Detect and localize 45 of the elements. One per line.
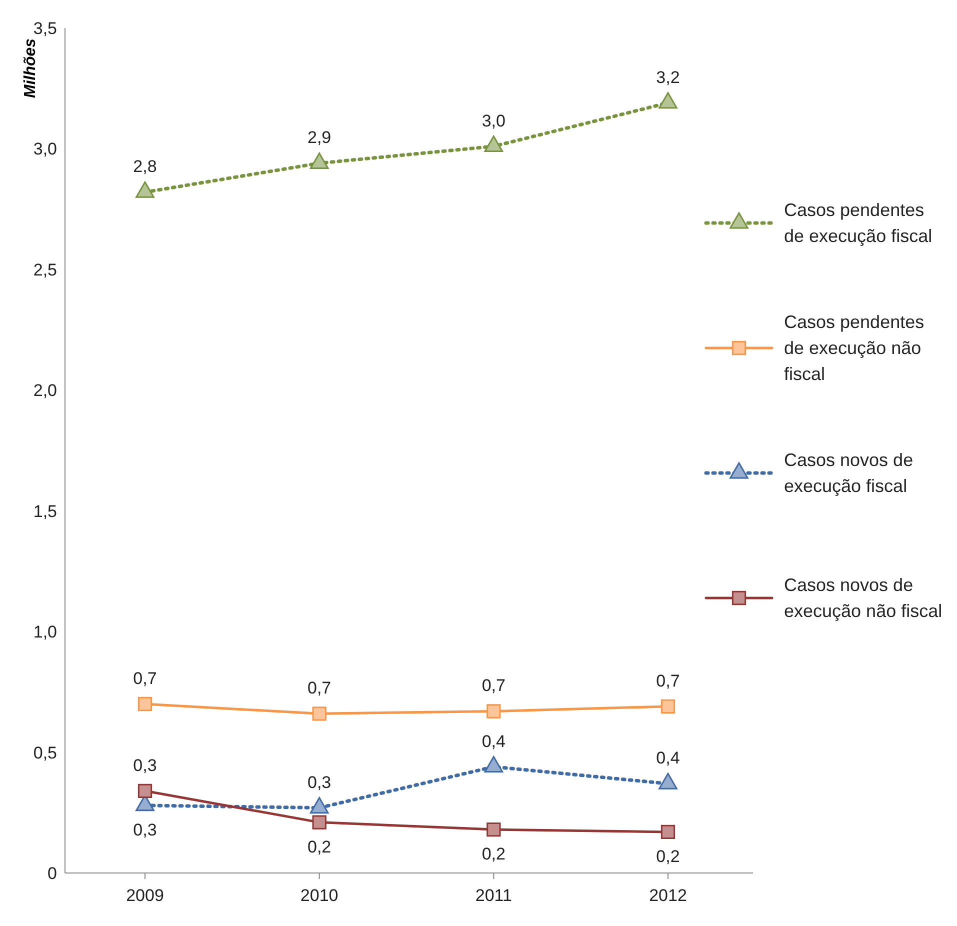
data-label: 3,0	[482, 111, 506, 130]
point	[486, 822, 501, 837]
point	[312, 706, 326, 721]
data-label: 2,9	[308, 128, 332, 148]
data-label: 0,2	[656, 846, 680, 866]
data-label: 0,7	[133, 669, 157, 688]
point	[484, 136, 504, 152]
data-label: 0,3	[133, 820, 157, 840]
data-label: 0,2	[308, 837, 332, 856]
point	[138, 696, 152, 712]
point	[486, 704, 501, 718]
y-tick-label: 1,0	[33, 622, 57, 642]
y-tick-label: 3,5	[33, 19, 57, 38]
y-tick-label: 0,5	[33, 743, 57, 762]
data-label: 0,3	[133, 756, 157, 775]
y-axis-title: Milhões	[22, 38, 40, 98]
y-tick-label: 3,0	[33, 140, 57, 159]
point	[136, 181, 154, 198]
x-tick-label: 2010	[300, 886, 338, 906]
data-label: 0,7	[656, 671, 680, 690]
legend-label: Casos pendentes de execução fiscal	[784, 198, 934, 248]
point	[138, 784, 152, 798]
data-label: 0,7	[482, 676, 506, 696]
data-label: 0,3	[308, 772, 332, 792]
data-label: 0,7	[308, 678, 332, 698]
y-tick-label: 2,0	[33, 381, 57, 400]
data-label: 2,8	[133, 157, 157, 176]
legend-label: Casos novos de execução não fiscal	[784, 574, 944, 623]
x-tick-label: 2011	[475, 886, 512, 906]
data-label: 3,2	[656, 68, 680, 87]
legend-label: Casos pendentes de execução não fiscal	[784, 310, 926, 386]
point	[312, 815, 326, 830]
x-tick-label: 2012	[649, 886, 687, 906]
x-tick-label: 2009	[126, 886, 164, 906]
y-tick-label: 1,5	[33, 502, 57, 521]
point	[660, 824, 676, 840]
data-label: 0,4	[656, 748, 680, 768]
data-label: 0,2	[482, 844, 506, 864]
point	[310, 152, 329, 169]
data-label: 0,4	[482, 732, 506, 751]
point	[660, 699, 676, 714]
y-tick-label: 0	[48, 864, 57, 884]
y-tick-label: 2,5	[33, 260, 57, 280]
legend-label: Casos novos de execução fiscal	[784, 448, 914, 498]
point	[658, 92, 678, 109]
